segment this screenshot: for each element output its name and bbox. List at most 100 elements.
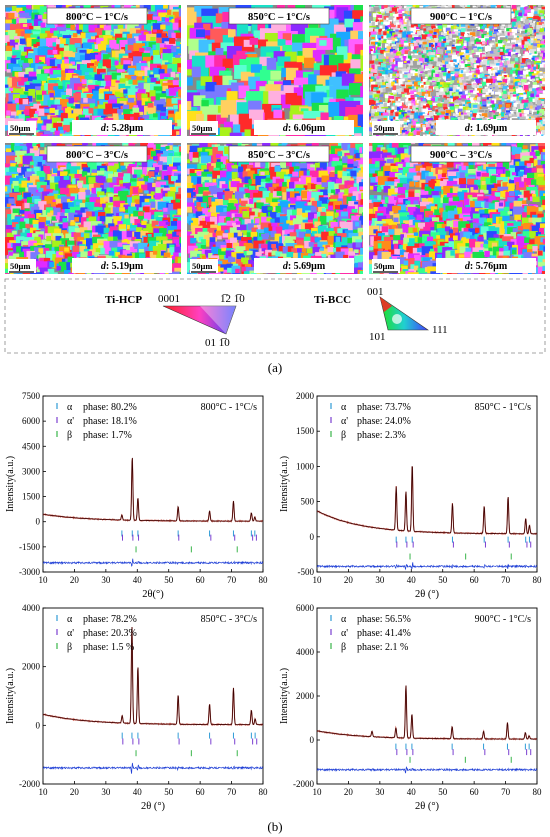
legend-symbol: α (341, 402, 347, 413)
legend-symbol: β (341, 642, 346, 653)
grain-size-value: : 5.69μm (288, 261, 326, 272)
condition-label-box (46, 145, 148, 163)
legend-symbol: α (67, 402, 73, 413)
grain-size-label: d: 5.69μm (283, 261, 326, 272)
condition-label-box (410, 7, 512, 25)
y-tick-label: -3000 (19, 567, 40, 577)
condition-label: 900°C – 3°C/s (430, 150, 492, 161)
grain-size-label: d: 1.69μm (465, 123, 508, 134)
condition-label: 850°C - 1°C/s (475, 402, 531, 413)
y-tick-label: -2000 (19, 779, 40, 789)
y-axis-label: Intensity(a.u.) (279, 668, 290, 724)
x-tick-label: 10 (313, 787, 323, 797)
hcp-0110-label: 01 1̅0 (205, 337, 230, 349)
x-tick-label: 60 (196, 575, 206, 585)
grain-size-symbol: d (283, 261, 289, 272)
condition-label-box (228, 145, 330, 163)
grain-size-box (254, 258, 354, 273)
legend-label: phase: 2.3% (357, 430, 406, 441)
y-axis-label: Intensity(a.u.) (5, 668, 16, 724)
x-tick-label: 10 (313, 575, 323, 585)
legend-frame (4, 278, 546, 354)
y-tick-label: -1500 (19, 542, 40, 552)
ebsd-map-5: 900°C – 3°C/s 50μm d: 5.76μm (369, 143, 545, 274)
difference-curve (316, 562, 538, 571)
x-tick-label: 50 (164, 787, 174, 797)
y-tick-label: 2000 (22, 662, 41, 672)
x-tick-label: 50 (164, 575, 174, 585)
grain-size-value: : 1.69μm (470, 123, 508, 134)
y-tick-label: 4000 (22, 603, 41, 613)
y-tick-label: 3000 (22, 466, 41, 476)
scale-label: 50μm (374, 261, 394, 271)
x-axis-label: 2θ(°) (142, 589, 164, 600)
bcc-label: Ti-BCC (314, 294, 351, 306)
legend-symbol: α' (341, 416, 348, 427)
legend-label: phase: 73.7% (357, 402, 411, 413)
x-tick-label: 20 (344, 787, 354, 797)
grain-size-symbol: d (465, 261, 471, 272)
calculated-pattern (316, 466, 537, 535)
grain-size-value: : 5.76μm (470, 261, 508, 272)
bcc-101-label: 101 (369, 331, 386, 343)
x-tick-label: 40 (133, 575, 143, 585)
grain-size-label: d: 5.19μm (101, 261, 144, 272)
grain-size-label: d: 6.06μm (283, 123, 326, 134)
ebsd-map-1: 850°C – 1°C/s 50μm d: 6.06μm (187, 5, 363, 136)
scale-box (372, 259, 400, 273)
observed-pattern (316, 466, 538, 536)
legend-label: phase: 78.2% (83, 614, 137, 625)
x-tick-label: 30 (375, 787, 385, 797)
observed-pattern (316, 685, 538, 741)
difference-curve (42, 762, 264, 774)
x-tick-label: 50 (438, 575, 448, 585)
x-tick-label: 70 (227, 575, 237, 585)
legend-label: phase: 24.0% (357, 416, 411, 427)
x-tick-label: 80 (259, 787, 269, 797)
condition-label: 850°C – 3°C/s (248, 150, 310, 161)
y-tick-label: 2000 (296, 691, 315, 701)
grain-size-symbol: d (283, 123, 289, 134)
x-tick-label: 70 (501, 575, 511, 585)
y-tick-label: 1500 (296, 426, 315, 436)
legend-symbol: α (341, 614, 347, 625)
x-tick-label: 30 (375, 575, 385, 585)
condition-label: 900°C - 1°C/s (475, 614, 531, 625)
legend-symbol: β (67, 642, 72, 653)
y-tick-label: 6000 (22, 416, 41, 426)
y-tick-label: 0 (36, 720, 41, 730)
scale-box (8, 121, 36, 135)
y-tick-label: 6000 (296, 603, 315, 613)
condition-label: 800°C – 1°C/s (66, 12, 128, 23)
plot-frame (42, 395, 264, 573)
condition-label-box (410, 145, 512, 163)
y-tick-label: 1500 (22, 492, 41, 502)
caption-a: (a) (268, 360, 282, 375)
legend-symbol: β (67, 430, 72, 441)
hcp-ipf-triangle (162, 305, 237, 335)
y-tick-label: 1000 (296, 461, 315, 471)
y-tick-label: 7500 (22, 391, 41, 401)
x-tick-label: 10 (39, 787, 49, 797)
calculated-pattern (42, 627, 263, 726)
condition-label: 850°C - 3°C/s (201, 614, 257, 625)
y-tick-label: 2000 (296, 391, 315, 401)
x-tick-label: 10 (39, 575, 49, 585)
x-tick-label: 70 (501, 787, 511, 797)
grain-size-box (72, 258, 172, 273)
grain-size-value: : 5.28μm (106, 123, 144, 134)
y-tick-label: -2000 (293, 779, 314, 789)
condition-label: 900°C – 1°C/s (430, 12, 492, 23)
x-tick-label: 40 (407, 787, 417, 797)
calculated-pattern (42, 457, 263, 522)
x-tick-label: 20 (344, 575, 354, 585)
y-tick-label: 500 (301, 497, 315, 507)
legend-label: phase: 1.7% (83, 430, 132, 441)
y-tick-label: 4500 (22, 441, 41, 451)
hcp-1210-label: 1̅2 1̅0 (220, 293, 245, 305)
grain-size-symbol: d (101, 261, 107, 272)
grain-size-label: d: 5.28μm (101, 123, 144, 134)
scale-box (8, 259, 36, 273)
bcc-ipf-red-corner (380, 297, 392, 312)
legend-label: phase: 80.2% (83, 402, 137, 413)
